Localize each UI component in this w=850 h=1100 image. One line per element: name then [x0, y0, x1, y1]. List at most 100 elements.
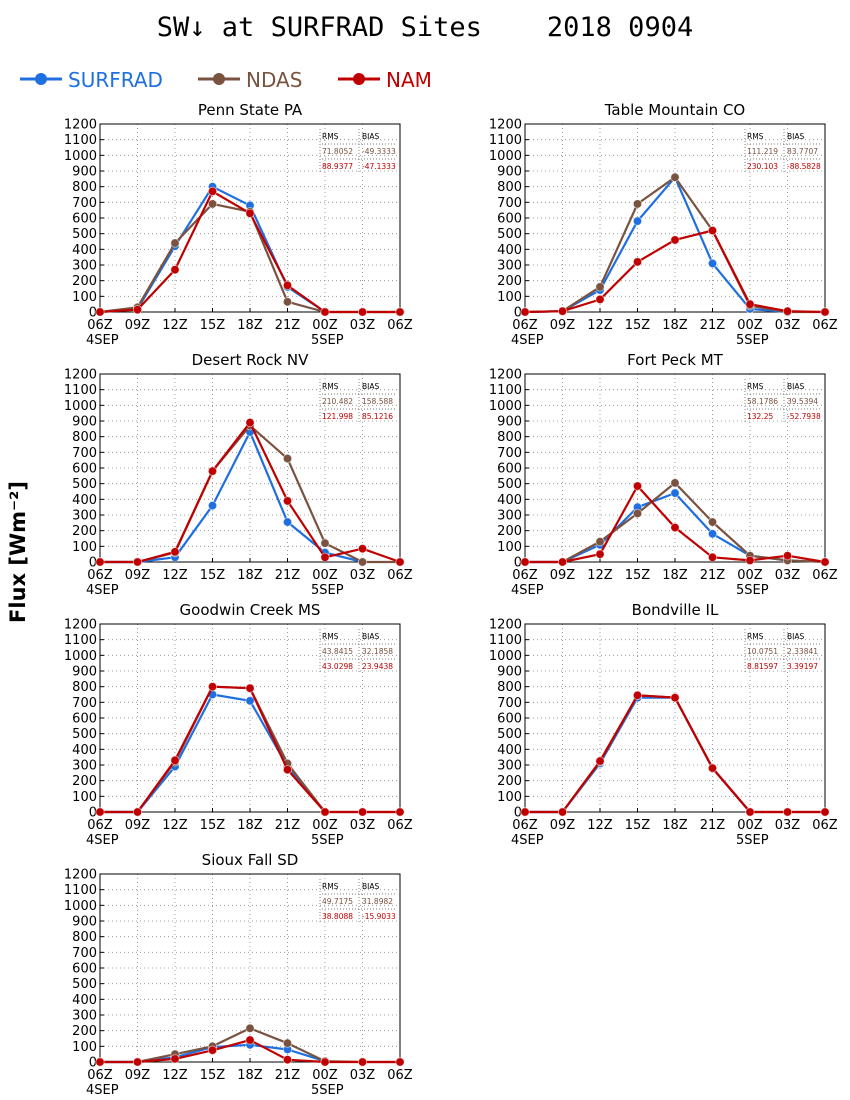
y-tick-label: 400 [72, 743, 97, 758]
data-point-nam [595, 756, 605, 766]
x-tick-sublabel: 5SEP [311, 333, 344, 348]
data-point-surfrad [632, 216, 643, 226]
y-tick-label: 0 [89, 1056, 97, 1071]
data-point-nam [745, 807, 755, 817]
x-tick-sublabel: 5SEP [311, 583, 344, 598]
y-tick-label: 300 [72, 1009, 97, 1024]
legend-label-ndas: NDAS [246, 68, 303, 92]
y-tick-label: 200 [497, 274, 522, 289]
stats-ndas-bias: 2.33841 [787, 647, 818, 656]
x-tick-label: 00Z [737, 318, 763, 333]
y-tick-label: 900 [497, 665, 522, 680]
y-tick-label: 600 [72, 462, 97, 477]
x-tick-label: 06Z [387, 1068, 413, 1083]
stats-nam-rms: 38.8088 [322, 912, 353, 921]
data-point-nam [132, 807, 143, 817]
y-tick-label: 1000 [489, 399, 522, 414]
data-point-ndas [282, 453, 293, 464]
x-tick-sublabel: 4SEP [86, 333, 119, 348]
data-point-nam [632, 481, 643, 491]
y-tick-label: 700 [497, 696, 522, 711]
y-tick-label: 800 [72, 680, 97, 695]
data-point-nam [132, 557, 143, 567]
y-tick-label: 500 [72, 727, 97, 742]
data-point-nam [707, 225, 718, 236]
data-point-nam [395, 1057, 405, 1067]
stats-header-bias: BIAS [787, 132, 804, 141]
x-tick-sublabel: 4SEP [511, 583, 544, 598]
legend-marker-ndas [198, 73, 240, 85]
data-point-nam [207, 1045, 218, 1055]
data-point-ndas [670, 172, 680, 182]
data-point-ndas [707, 517, 718, 527]
x-tick-label: 00Z [737, 568, 763, 583]
data-point-nam [282, 765, 293, 775]
y-tick-label: 1000 [64, 899, 97, 914]
x-tick-sublabel: 4SEP [511, 833, 544, 848]
data-point-nam [357, 807, 368, 817]
y-tick-label: 100 [72, 1040, 97, 1055]
x-tick-sublabel: 5SEP [736, 333, 769, 348]
chart-panel-table-mountain-co: Table Mountain CO01002003004005006007008… [489, 101, 838, 348]
data-point-ndas [207, 199, 218, 209]
y-tick-label: 200 [72, 1024, 97, 1039]
y-tick-label: 300 [497, 509, 522, 524]
legend-marker-nam [338, 73, 380, 85]
y-tick-label: 200 [72, 274, 97, 289]
data-point-nam [132, 1057, 143, 1067]
x-tick-label: 21Z [275, 818, 301, 833]
data-point-nam [357, 307, 368, 317]
y-tick-label: 900 [72, 165, 97, 180]
y-tick-label: 0 [89, 556, 97, 571]
y-tick-label: 0 [514, 306, 522, 321]
stats-nam-bias: 85.1216 [362, 412, 393, 421]
data-point-nam [745, 299, 755, 309]
stats-nam-rms: 88.9377 [322, 162, 353, 171]
stats-nam-rms: 230.103 [747, 162, 778, 171]
data-point-nam [520, 307, 530, 317]
x-tick-label: 21Z [275, 568, 301, 583]
stats-header-rms: RMS [322, 632, 339, 641]
y-tick-label: 700 [497, 196, 522, 211]
y-tick-label: 1100 [64, 383, 97, 398]
y-tick-label: 700 [72, 946, 97, 961]
stats-ndas-rms: 49.7175 [322, 897, 353, 906]
data-point-nam [245, 208, 255, 218]
x-tick-label: 09Z [550, 818, 576, 833]
data-point-ndas [282, 1038, 293, 1048]
chart-title: Penn State PA [198, 101, 303, 119]
y-tick-label: 500 [497, 227, 522, 242]
data-point-ndas [632, 199, 643, 209]
stats-ndas-bias: 32.1858 [362, 647, 393, 656]
x-tick-label: 00Z [312, 1068, 338, 1083]
x-tick-label: 18Z [237, 818, 263, 833]
x-tick-label: 12Z [162, 818, 188, 833]
x-tick-sublabel: 4SEP [86, 833, 119, 848]
data-point-surfrad [282, 517, 293, 527]
y-tick-label: 400 [497, 243, 522, 258]
x-tick-label: 21Z [275, 318, 301, 333]
y-tick-label: 200 [497, 524, 522, 539]
x-tick-label: 03Z [775, 818, 801, 833]
y-tick-label: 0 [89, 806, 97, 821]
stats-nam-bias: 23.9438 [362, 662, 393, 671]
data-point-nam [320, 307, 330, 317]
x-tick-label: 06Z [87, 318, 113, 333]
y-tick-label: 400 [72, 243, 97, 258]
data-point-ndas [670, 478, 680, 488]
chart-panel-penn-state-pa: Penn State PA 010020030040050060070080090… [64, 101, 413, 348]
data-point-nam [132, 305, 143, 315]
data-point-nam [282, 280, 293, 290]
y-tick-label: 100 [497, 290, 522, 305]
chart-title: Desert Rock NV [192, 351, 309, 369]
stats-ndas-bias: 39.5394 [787, 397, 818, 406]
data-point-ndas [632, 508, 643, 519]
x-tick-label: 15Z [625, 318, 651, 333]
data-point-nam [557, 306, 568, 316]
y-tick-label: 700 [72, 696, 97, 711]
data-point-nam [357, 544, 368, 554]
x-tick-sublabel: 5SEP [311, 1083, 344, 1098]
y-tick-label: 800 [72, 430, 97, 445]
y-tick-label: 800 [72, 180, 97, 195]
